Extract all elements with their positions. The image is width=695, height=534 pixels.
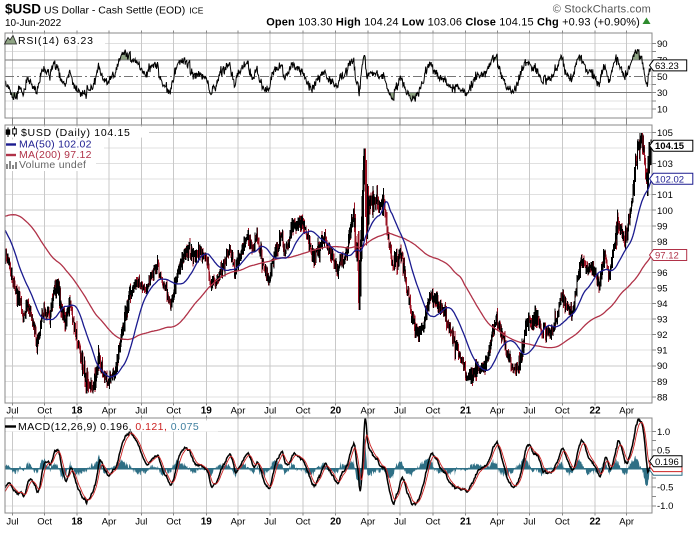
svg-text:Apr: Apr xyxy=(490,405,505,416)
svg-text:RSI(14) 63.23: RSI(14) 63.23 xyxy=(18,35,94,47)
svg-text:10: 10 xyxy=(657,105,668,116)
svg-text:$USD (Daily) 104.15: $USD (Daily) 104.15 xyxy=(21,127,131,139)
svg-text:20: 20 xyxy=(330,405,342,416)
svg-text:Volume undef: Volume undef xyxy=(19,159,86,171)
svg-text:63.23: 63.23 xyxy=(655,61,679,72)
svg-text:21: 21 xyxy=(460,405,472,416)
svg-text:19: 19 xyxy=(201,516,213,527)
svg-text:Apr: Apr xyxy=(619,405,634,416)
svg-text:22: 22 xyxy=(589,405,601,416)
svg-text:92: 92 xyxy=(657,330,668,341)
svg-text:18: 18 xyxy=(71,516,83,527)
svg-text:Jul: Jul xyxy=(394,516,406,527)
svg-text:Apr: Apr xyxy=(490,516,505,527)
svg-text:18: 18 xyxy=(71,405,83,416)
svg-text:Apr: Apr xyxy=(231,405,246,416)
svg-text:95: 95 xyxy=(657,284,668,295)
svg-text:50: 50 xyxy=(657,72,668,83)
svg-text:-0.5: -0.5 xyxy=(657,483,673,494)
svg-text:0.5: 0.5 xyxy=(657,446,670,457)
svg-text:104.15: 104.15 xyxy=(655,141,685,152)
svg-text:© StockCharts.com: © StockCharts.com xyxy=(553,4,651,16)
svg-text:101: 101 xyxy=(657,190,673,201)
svg-text:93: 93 xyxy=(657,315,668,326)
svg-text:Jul: Jul xyxy=(523,405,535,416)
svg-text:Apr: Apr xyxy=(231,516,246,527)
svg-text:Jul: Jul xyxy=(264,516,276,527)
svg-text:Oct: Oct xyxy=(166,516,181,527)
svg-text:-1.0: -1.0 xyxy=(657,501,673,512)
svg-text:21: 21 xyxy=(460,516,472,527)
svg-text:MACD(12,26,9) 0.196, 0.121, 0.: MACD(12,26,9) 0.196, 0.121, 0.075 xyxy=(18,421,199,433)
svg-text:100: 100 xyxy=(657,206,673,217)
svg-text:0.196: 0.196 xyxy=(655,457,679,468)
svg-text:Jul: Jul xyxy=(523,516,535,527)
svg-text:Oct: Oct xyxy=(37,516,52,527)
svg-text:Jul: Jul xyxy=(394,405,406,416)
svg-text:103: 103 xyxy=(657,159,673,170)
svg-text:Apr: Apr xyxy=(361,516,376,527)
svg-text:90: 90 xyxy=(657,361,668,372)
svg-text:90: 90 xyxy=(657,39,668,50)
svg-text:97.12: 97.12 xyxy=(655,251,679,262)
svg-text:Jul: Jul xyxy=(135,405,147,416)
svg-text:MA(50) 102.02: MA(50) 102.02 xyxy=(19,139,92,151)
svg-text:98: 98 xyxy=(657,237,668,248)
svg-text:1.0: 1.0 xyxy=(657,427,670,438)
svg-text:Oct: Oct xyxy=(166,405,181,416)
svg-text:Oct: Oct xyxy=(296,516,311,527)
svg-text:Jul: Jul xyxy=(264,405,276,416)
svg-text:Oct: Oct xyxy=(426,516,441,527)
svg-text:89: 89 xyxy=(657,377,668,388)
svg-text:Oct: Oct xyxy=(555,405,570,416)
svg-text:Apr: Apr xyxy=(102,405,117,416)
svg-text:Oct: Oct xyxy=(426,405,441,416)
svg-text:102.02: 102.02 xyxy=(655,174,684,185)
svg-text:Apr: Apr xyxy=(619,516,634,527)
svg-text:MA(200) 97.12: MA(200) 97.12 xyxy=(19,149,92,161)
svg-text:Oct: Oct xyxy=(555,516,570,527)
svg-text:30: 30 xyxy=(657,88,668,99)
svg-text:Jul: Jul xyxy=(135,516,147,527)
svg-text:22: 22 xyxy=(589,516,601,527)
svg-text:19: 19 xyxy=(201,405,213,416)
svg-text:91: 91 xyxy=(657,346,668,357)
svg-text:Oct: Oct xyxy=(296,405,311,416)
svg-text:10-Jun-2022: 10-Jun-2022 xyxy=(5,18,62,29)
svg-text:Open 103.30 High 104.24 Low 10: Open 103.30 High 104.24 Low 103.06 Close… xyxy=(266,17,640,29)
svg-text:Jul: Jul xyxy=(6,405,18,416)
svg-text:94: 94 xyxy=(657,299,668,310)
svg-text:105: 105 xyxy=(657,128,673,139)
svg-text:96: 96 xyxy=(657,268,668,279)
svg-text:Apr: Apr xyxy=(102,516,117,527)
svg-text:88: 88 xyxy=(657,392,668,403)
svg-text:Apr: Apr xyxy=(361,405,376,416)
svg-text:20: 20 xyxy=(330,516,342,527)
svg-text:Oct: Oct xyxy=(37,405,52,416)
svg-text:99: 99 xyxy=(657,221,668,232)
svg-text:Jul: Jul xyxy=(6,516,18,527)
